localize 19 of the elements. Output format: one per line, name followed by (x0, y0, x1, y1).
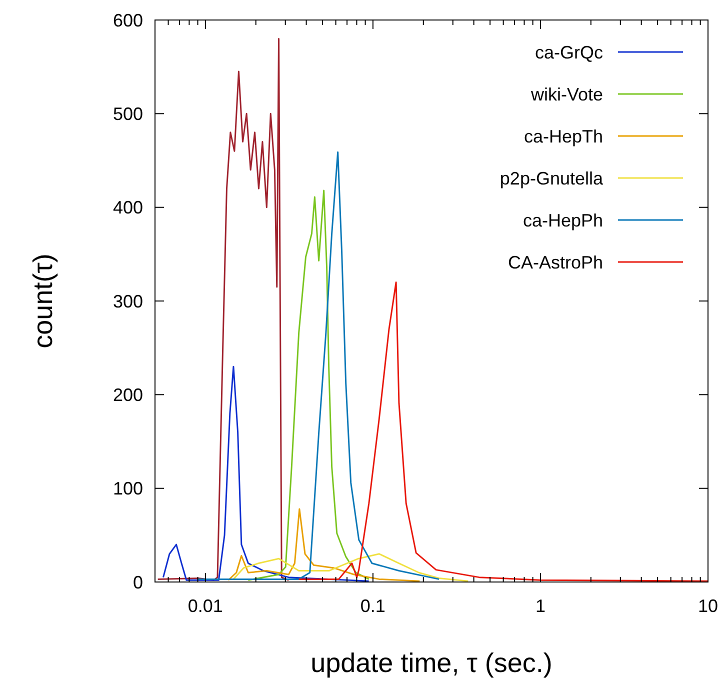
legend-label: ca-GrQc (534, 42, 603, 62)
x-tick-label: 0.01 (188, 596, 223, 616)
y-tick-label: 100 (112, 478, 143, 499)
legend-label: wiki-Vote (530, 84, 603, 104)
y-tick-label: 400 (112, 198, 143, 218)
x-axis-title: update time, τ (sec.) (310, 648, 552, 678)
y-axis-title: count(τ) (28, 254, 58, 348)
x-tick-label: 10 (698, 596, 718, 616)
legend-label: p2p-Gnutella (500, 168, 604, 188)
x-tick-label: 0.1 (360, 596, 386, 616)
y-tick-label: 500 (112, 104, 143, 124)
legend-label: CA-AstroPh (508, 252, 603, 272)
y-tick-label: 300 (112, 291, 143, 312)
y-tick-label: 200 (112, 384, 143, 405)
legend-label: ca-HepPh (522, 210, 603, 230)
y-tick-label: 0 (132, 572, 143, 592)
y-tick-label: 600 (112, 10, 143, 30)
legend-label: ca-HepTh (524, 126, 603, 146)
x-tick-label: 1 (535, 596, 546, 616)
